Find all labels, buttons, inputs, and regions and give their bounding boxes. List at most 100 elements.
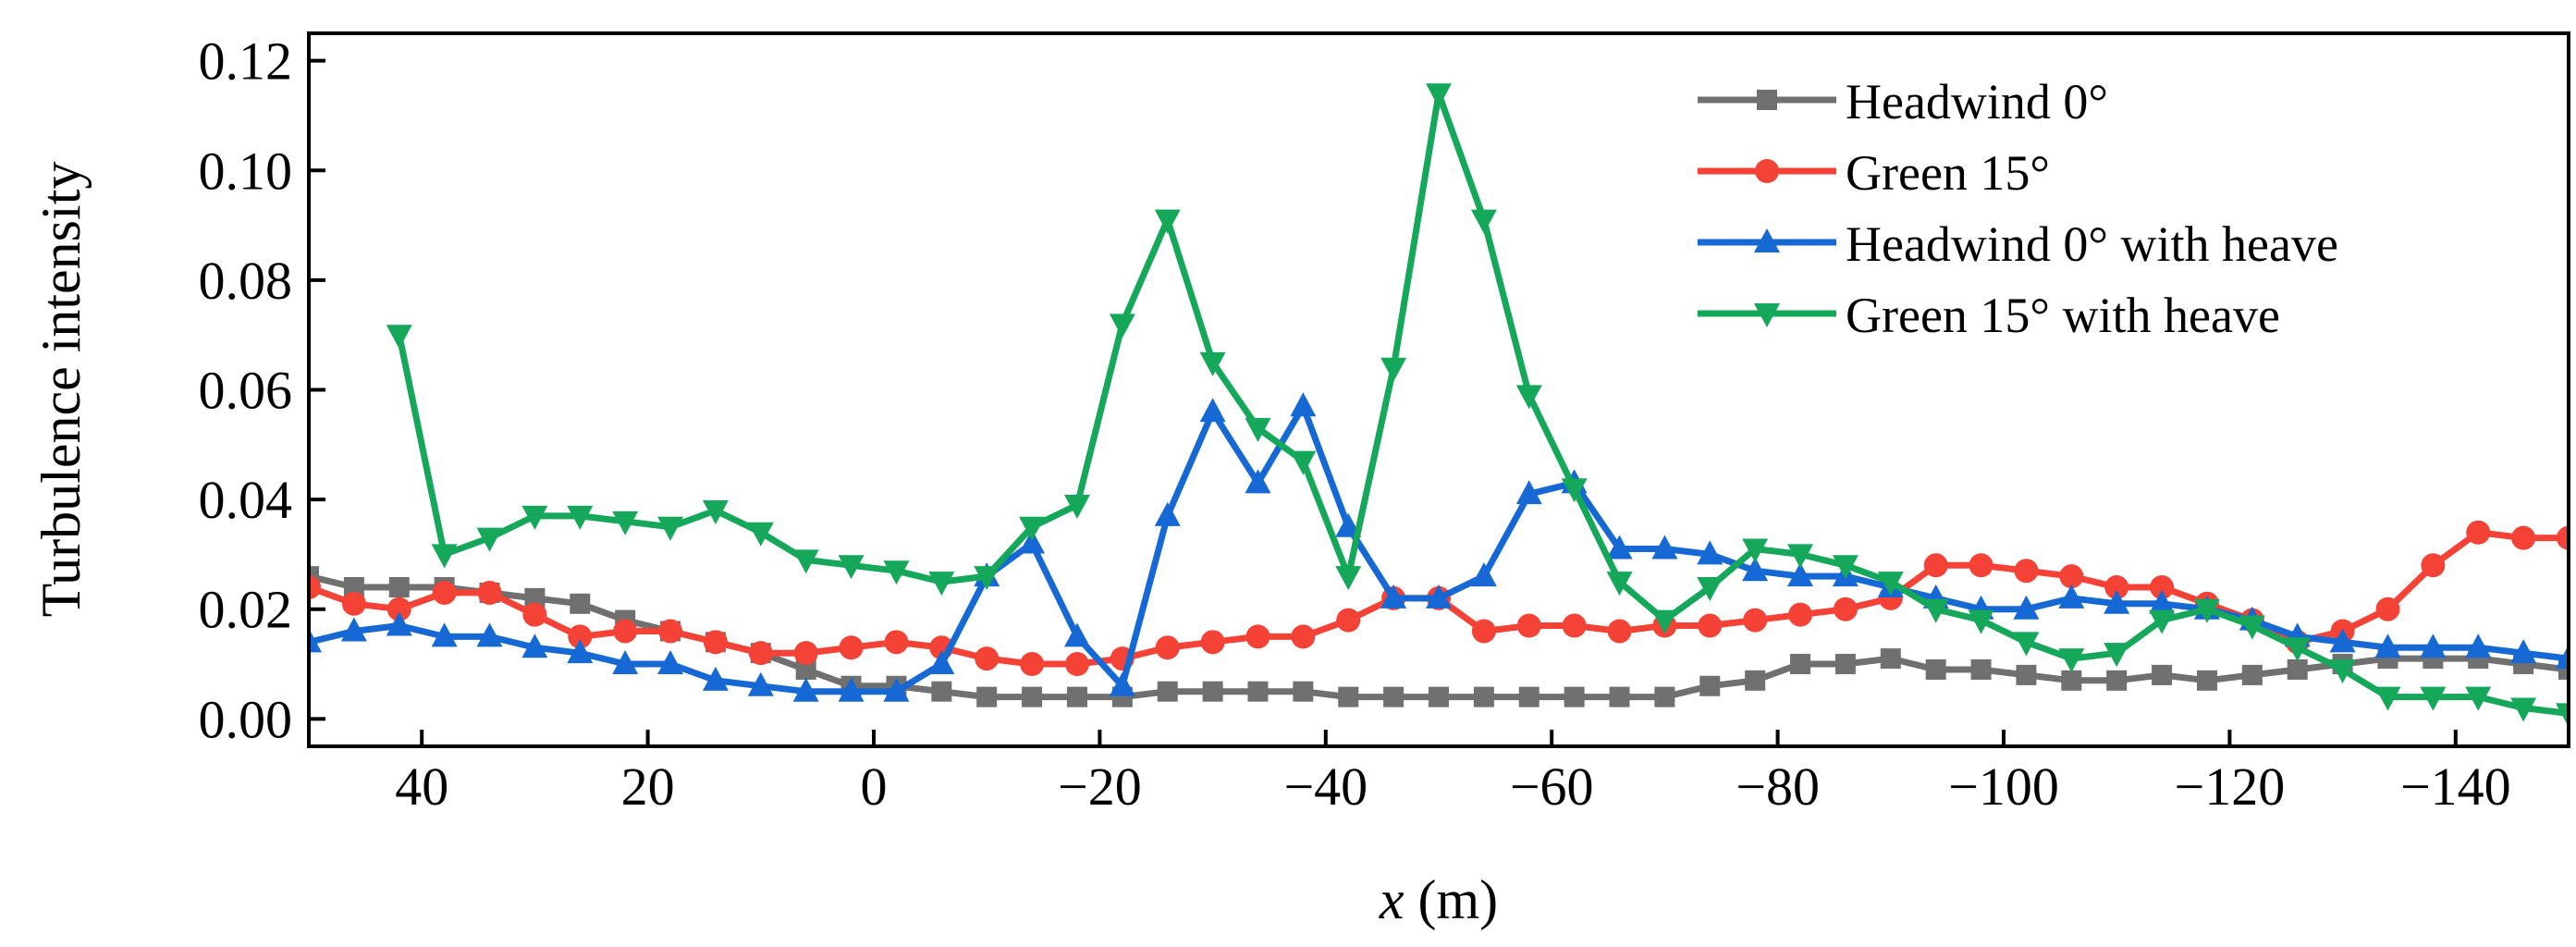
data-point <box>1290 450 1317 475</box>
data-point <box>309 575 321 600</box>
data-point <box>1877 572 1904 596</box>
data-point <box>1426 83 1452 108</box>
legend-marker <box>1755 159 1779 183</box>
data-point <box>883 560 910 585</box>
data-point <box>309 566 319 587</box>
data-point <box>1516 613 1541 638</box>
data-point <box>1880 648 1901 670</box>
series-line <box>309 402 2569 695</box>
data-point <box>2193 598 2220 623</box>
data-point <box>1743 608 1768 633</box>
data-point <box>386 611 412 636</box>
x-tick-label: −40 <box>1283 756 1368 817</box>
data-point <box>2284 637 2311 662</box>
data-point <box>1022 686 1043 707</box>
data-point <box>476 527 503 552</box>
data-point <box>1697 577 1723 602</box>
data-point <box>1834 654 1856 675</box>
data-point <box>2149 589 2176 614</box>
legend-item: Green 15° <box>1698 145 2050 201</box>
data-point <box>976 686 998 707</box>
data-point <box>2059 564 2084 589</box>
data-point <box>1923 553 1948 578</box>
data-point <box>522 602 547 627</box>
data-point <box>1787 544 1814 569</box>
data-point <box>431 622 458 647</box>
y-tick-label: 0.12 <box>199 31 293 92</box>
data-point <box>2061 670 2082 691</box>
data-point <box>658 619 683 644</box>
data-point <box>2374 686 2401 711</box>
data-point <box>1426 584 1452 609</box>
data-point <box>1742 538 1769 563</box>
data-point <box>1925 658 1946 680</box>
data-point <box>612 510 639 535</box>
data-point <box>1293 681 1314 702</box>
x-tick-label: 40 <box>395 756 448 817</box>
x-axis-label-variable: x <box>1379 869 1405 930</box>
data-point <box>1606 572 1633 596</box>
data-point <box>747 671 774 696</box>
data-point <box>2196 670 2217 691</box>
legend-marker <box>1754 303 1780 327</box>
data-point <box>2558 658 2569 680</box>
data-point <box>1066 686 1087 707</box>
data-point <box>1562 613 1587 638</box>
data-point <box>2556 645 2569 670</box>
data-point <box>2241 664 2263 685</box>
data-point <box>1063 495 1090 520</box>
legend-item: Headwind 0° <box>1698 74 2108 129</box>
series-layer <box>309 83 2569 728</box>
data-point <box>1788 602 1813 627</box>
data-point <box>2421 553 2446 578</box>
series-4 <box>386 83 2569 728</box>
data-point <box>1471 619 1496 644</box>
data-point <box>2106 670 2128 691</box>
data-point <box>524 587 546 609</box>
data-point <box>386 596 411 621</box>
data-point <box>1063 622 1090 647</box>
data-point <box>1970 658 1992 680</box>
data-point <box>567 639 594 664</box>
data-point <box>1290 392 1317 417</box>
data-point <box>1064 652 1089 677</box>
data-point <box>1742 557 1769 582</box>
data-point <box>1383 686 1405 707</box>
data-point <box>2014 559 2039 584</box>
y-tick-label: 0.08 <box>199 251 293 311</box>
data-point <box>2152 664 2173 685</box>
data-point <box>1833 596 1858 621</box>
ticks-layer: 40 20 0 −20 −40 −60 −80 −100 −120 −140 0.00 0.02 0.0… <box>199 31 2511 817</box>
data-point <box>521 505 548 530</box>
data-point <box>1020 652 1045 677</box>
data-point <box>1199 351 1226 376</box>
data-point <box>703 630 728 655</box>
x-tick-label: −20 <box>1058 756 1142 817</box>
data-point <box>476 622 503 647</box>
data-point <box>795 658 816 680</box>
data-point <box>2239 615 2265 640</box>
data-point <box>1606 535 1633 560</box>
data-point <box>838 555 865 580</box>
x-tick-label: 20 <box>621 756 675 817</box>
data-point <box>1651 535 1678 560</box>
data-point <box>343 577 364 598</box>
data-point <box>1154 501 1181 526</box>
data-point <box>1832 555 1858 580</box>
data-point <box>1515 385 1542 410</box>
data-point <box>1338 686 1359 707</box>
data-point <box>2511 525 2536 550</box>
data-point <box>1790 654 1811 675</box>
legend: Headwind 0° Green 15° Headwind 0° with hea… <box>1698 74 2338 343</box>
data-point <box>1787 562 1814 587</box>
legend-label: Green 15° with heave <box>1846 288 2280 343</box>
data-point <box>1561 478 1588 503</box>
data-point <box>1247 681 1269 702</box>
plot-frame <box>307 31 2570 748</box>
data-point <box>2150 575 2175 600</box>
data-point <box>2058 584 2085 609</box>
data-point <box>928 650 955 675</box>
data-point <box>1019 529 1046 554</box>
data-point <box>567 505 594 530</box>
data-point <box>793 641 818 666</box>
